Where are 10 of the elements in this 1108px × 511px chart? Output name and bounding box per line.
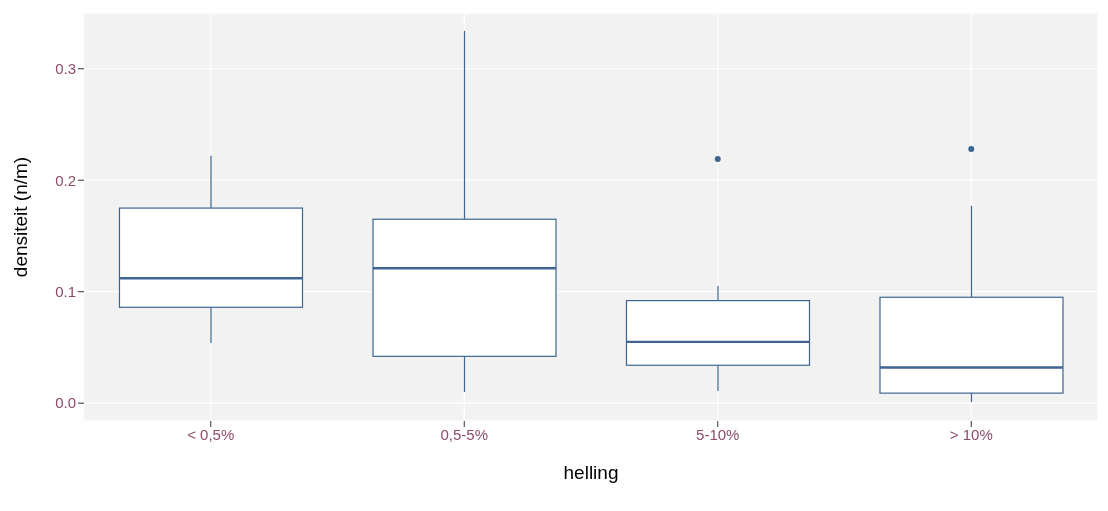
- x-axis-title: helling: [563, 462, 619, 483]
- y-tick-label: 0.0: [55, 394, 76, 412]
- y-axis-title: densiteit (n/m): [9, 156, 31, 278]
- x-tick-label: < 0,5%: [187, 425, 235, 443]
- y-tick-label: 0.1: [55, 283, 76, 301]
- x-tick-label: 0,5-5%: [440, 425, 489, 443]
- x-tick-label: 5-10%: [696, 425, 740, 443]
- y-tick-label: 0.2: [55, 171, 76, 189]
- x-tick-label: > 10%: [949, 425, 993, 443]
- y-tick-label: 0.3: [55, 60, 76, 78]
